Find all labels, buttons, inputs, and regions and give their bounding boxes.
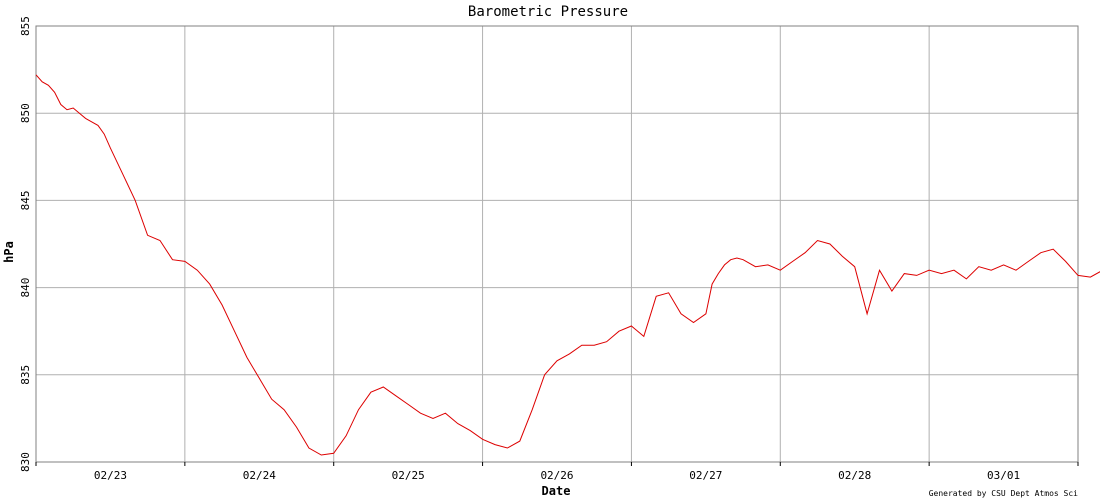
chart-title: Barometric Pressure — [468, 4, 628, 20]
x-tick-label: 02/23 — [94, 469, 127, 482]
y-tick-label: 855 — [19, 16, 32, 36]
x-tick-label: 03/01 — [987, 469, 1020, 482]
y-tick-label: 850 — [19, 103, 32, 123]
x-tick-label: 02/28 — [838, 469, 871, 482]
series-line-pressure — [35, 74, 1100, 456]
x-tick-label: 02/25 — [392, 469, 425, 482]
x-tick-label: 02/26 — [540, 469, 573, 482]
grid-lines — [36, 25, 1078, 463]
y-tick-label: 830 — [19, 452, 32, 472]
tick-labels: 830 835 840 845 850 855 02/23 02/24 02/25 02/26 02… — [19, 16, 1020, 482]
y-tick-label: 845 — [19, 190, 32, 210]
x-tick-label: 02/24 — [243, 469, 276, 482]
y-tick-label: 840 — [19, 278, 32, 298]
y-axis-label: hPa — [2, 241, 16, 263]
x-axis-label: Date — [542, 484, 571, 498]
y-tick-label: 835 — [19, 365, 32, 385]
x-tick-label: 02/27 — [689, 469, 722, 482]
credit-text: Generated by CSU Dept Atmos Sci — [929, 489, 1078, 498]
axis-ticks — [35, 462, 1079, 466]
plot-frame — [35, 25, 1079, 463]
